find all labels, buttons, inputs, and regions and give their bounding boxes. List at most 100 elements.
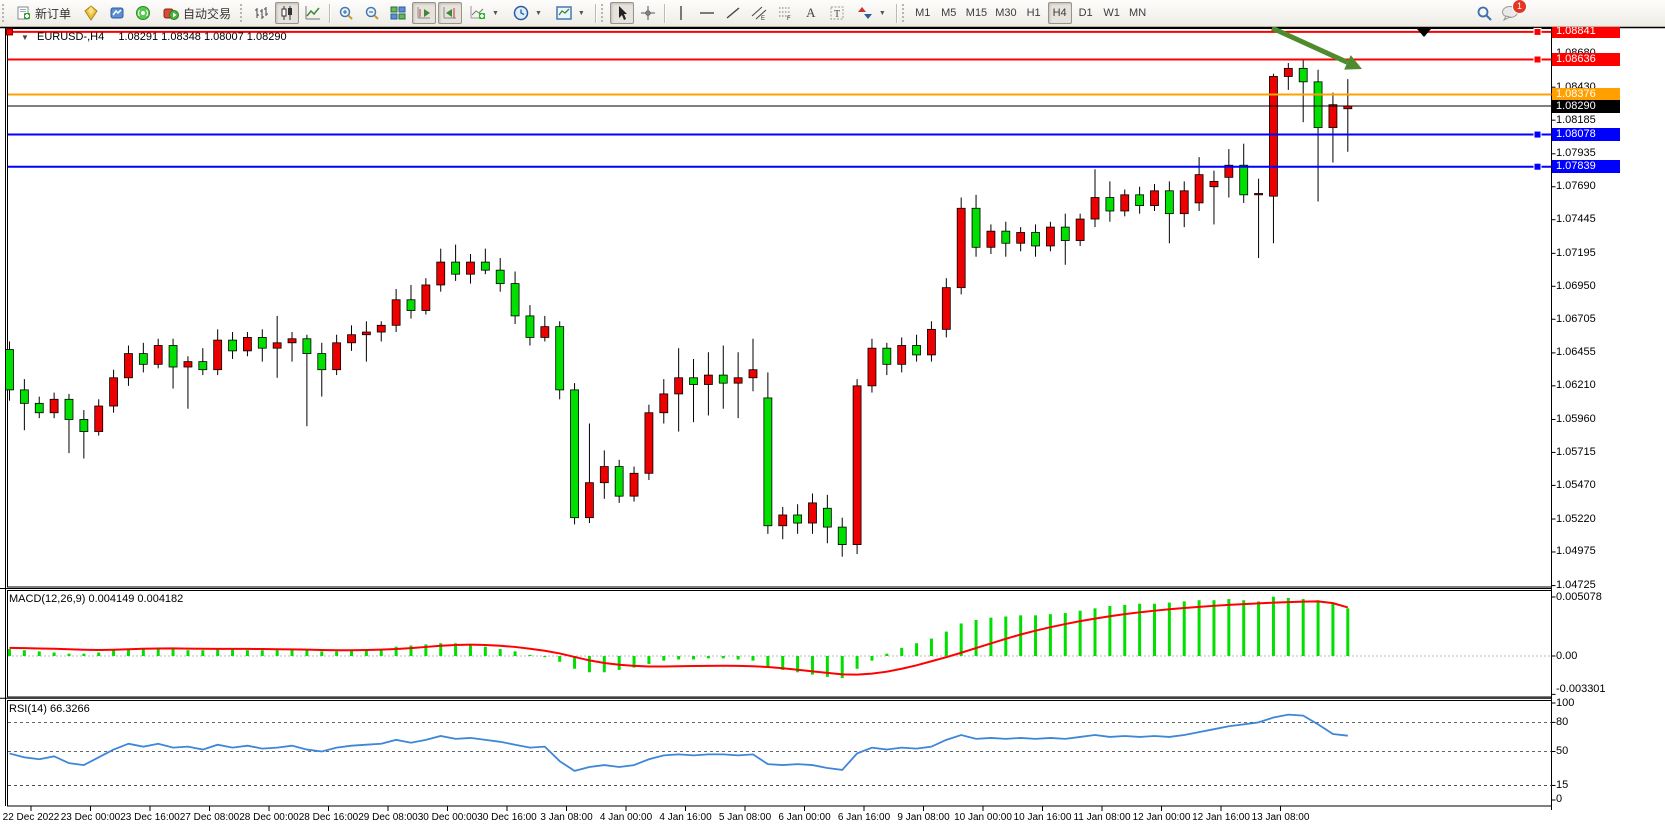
svg-text:E: E bbox=[761, 16, 765, 21]
timeframe-m15-button[interactable]: M15 bbox=[965, 7, 988, 19]
line-handle[interactable] bbox=[1533, 55, 1542, 64]
equidistant-channel-tool-button[interactable]: E bbox=[747, 2, 771, 24]
time-axis-label: 23 Dec 00:00 bbox=[60, 812, 121, 823]
candle-body bbox=[302, 338, 312, 354]
cursor-icon bbox=[614, 5, 630, 21]
candle-body bbox=[852, 385, 862, 545]
time-axis-label: 30 Dec 16:00 bbox=[477, 812, 537, 823]
templates-button[interactable]: ▼ bbox=[550, 2, 591, 24]
candle-body bbox=[406, 299, 416, 311]
macd-scale-label: -0.003301 bbox=[1556, 682, 1606, 695]
candlestick-mode-button[interactable] bbox=[275, 2, 300, 24]
candle-body bbox=[882, 347, 892, 365]
time-axis-label: 27 Dec 08:00 bbox=[179, 812, 240, 823]
time-axis-label: 10 Jan 16:00 bbox=[1013, 812, 1072, 823]
auto-scroll-button[interactable] bbox=[412, 2, 437, 24]
chart-shift-button[interactable] bbox=[438, 2, 463, 24]
timeframe-m1-button[interactable]: M1 bbox=[915, 7, 931, 19]
price-line-badge: 1.08841 bbox=[1552, 25, 1620, 39]
tile-windows-button[interactable] bbox=[386, 2, 410, 24]
timeframe-h1-button[interactable]: H1 bbox=[1026, 7, 1041, 19]
new-order-button[interactable]: 新订单 bbox=[11, 2, 77, 24]
periods-button[interactable]: ▼ bbox=[507, 2, 548, 24]
arrow-objects-icon bbox=[857, 5, 873, 21]
chart-title: ▼ EURUSD-,H4 1.08291 1.08348 1.08007 1.0… bbox=[21, 31, 287, 43]
candle-body bbox=[718, 374, 728, 384]
cursor-tool-button[interactable] bbox=[609, 2, 634, 24]
text-tool-button[interactable]: A bbox=[799, 2, 823, 24]
news-button[interactable] bbox=[131, 2, 155, 24]
black-triangle-marker[interactable] bbox=[1417, 29, 1431, 37]
candle-body bbox=[599, 466, 609, 484]
indicators-button[interactable]: ▼ bbox=[464, 2, 505, 24]
candle-body bbox=[317, 353, 327, 371]
line-handle[interactable] bbox=[1533, 130, 1542, 139]
candle-body bbox=[1120, 194, 1130, 212]
timeframe-d1-button[interactable]: D1 bbox=[1078, 7, 1093, 19]
time-axis-label: 12 Jan 16:00 bbox=[1192, 812, 1250, 823]
zoom-in-button[interactable] bbox=[334, 2, 358, 24]
timeframe-m30-button[interactable]: M30 bbox=[995, 7, 1017, 19]
rsi-scale-label: 80 bbox=[1556, 715, 1569, 728]
notifications-button[interactable]: 1 bbox=[1498, 0, 1527, 24]
candle-body bbox=[778, 514, 788, 527]
timeframe-mn-button[interactable]: MN bbox=[1129, 7, 1147, 19]
candle-body bbox=[1031, 232, 1040, 247]
price-line-badge: 1.08376 bbox=[1552, 87, 1620, 101]
rsi-scale-label: 0 bbox=[1556, 792, 1563, 805]
annotations-layer[interactable] bbox=[1270, 26, 1431, 70]
time-axis-label: 22 Dec 2022 bbox=[2, 812, 60, 823]
candle-body bbox=[733, 377, 743, 384]
chart-dropdown-icon[interactable]: ▼ bbox=[21, 33, 29, 42]
candle-body bbox=[1328, 104, 1338, 128]
time-axis-label: 13 Jan 08:00 bbox=[1251, 812, 1310, 823]
price-line-badge: 1.08636 bbox=[1552, 53, 1620, 66]
vertical-line-icon bbox=[673, 5, 689, 21]
crosshair-tool-button[interactable] bbox=[636, 2, 660, 24]
candle-body bbox=[1075, 218, 1085, 241]
zoom-out-button[interactable] bbox=[360, 2, 384, 24]
ohlc-bars-icon bbox=[253, 5, 269, 21]
auto-trading-button[interactable]: 自动交易 bbox=[157, 2, 237, 24]
arrows-tool-button[interactable]: ▼ bbox=[851, 2, 892, 24]
auto-trading-label: 自动交易 bbox=[183, 6, 232, 21]
crosshair-icon bbox=[640, 5, 656, 21]
price-lines-layer[interactable] bbox=[6, 27, 1552, 171]
candle-body bbox=[1046, 226, 1055, 247]
market-watch-button[interactable] bbox=[79, 2, 103, 24]
line-handle[interactable] bbox=[6, 28, 13, 36]
fibonacci-tool-button[interactable]: F bbox=[773, 2, 797, 24]
bar-chart-mode-button[interactable] bbox=[249, 2, 273, 24]
candle-body bbox=[480, 261, 490, 271]
macd-signal-line bbox=[9, 600, 1349, 676]
candle-body bbox=[391, 299, 401, 326]
candle-body bbox=[956, 207, 966, 289]
toolbar-separator bbox=[329, 3, 331, 23]
green-arrow-head[interactable] bbox=[1344, 55, 1362, 70]
rsi-scale-label: 15 bbox=[1556, 778, 1569, 791]
candle-body bbox=[971, 207, 981, 248]
strategy-tester-button[interactable] bbox=[105, 2, 129, 24]
candle-body bbox=[986, 230, 996, 248]
candle-body bbox=[213, 339, 223, 371]
text-label-icon: T bbox=[829, 5, 845, 21]
text-label-tool-button[interactable]: T bbox=[825, 2, 849, 24]
chart-plot-area[interactable] bbox=[0, 26, 1665, 833]
trendline-tool-button[interactable] bbox=[721, 2, 745, 24]
line-handle[interactable] bbox=[1533, 27, 1542, 36]
candle-body bbox=[793, 514, 803, 524]
price-line-badge: 1.08078 bbox=[1552, 128, 1620, 142]
candle-body bbox=[808, 502, 817, 524]
green-arrow[interactable] bbox=[1270, 26, 1349, 65]
line-chart-mode-button[interactable] bbox=[301, 2, 325, 24]
horizontal-line-tool-button[interactable] bbox=[695, 2, 719, 24]
candle-body bbox=[79, 419, 89, 432]
search-button[interactable] bbox=[1472, 2, 1496, 24]
price-tick-label: 1.05960 bbox=[1556, 412, 1596, 425]
price-tick-label: 1.06950 bbox=[1556, 279, 1596, 292]
timeframe-w1-button[interactable]: W1 bbox=[1103, 7, 1120, 19]
timeframe-h4-button[interactable]: H4 bbox=[1047, 2, 1072, 24]
vertical-line-tool-button[interactable] bbox=[669, 2, 693, 24]
line-handle[interactable] bbox=[1533, 162, 1542, 171]
timeframe-m5-button[interactable]: M5 bbox=[941, 7, 957, 19]
